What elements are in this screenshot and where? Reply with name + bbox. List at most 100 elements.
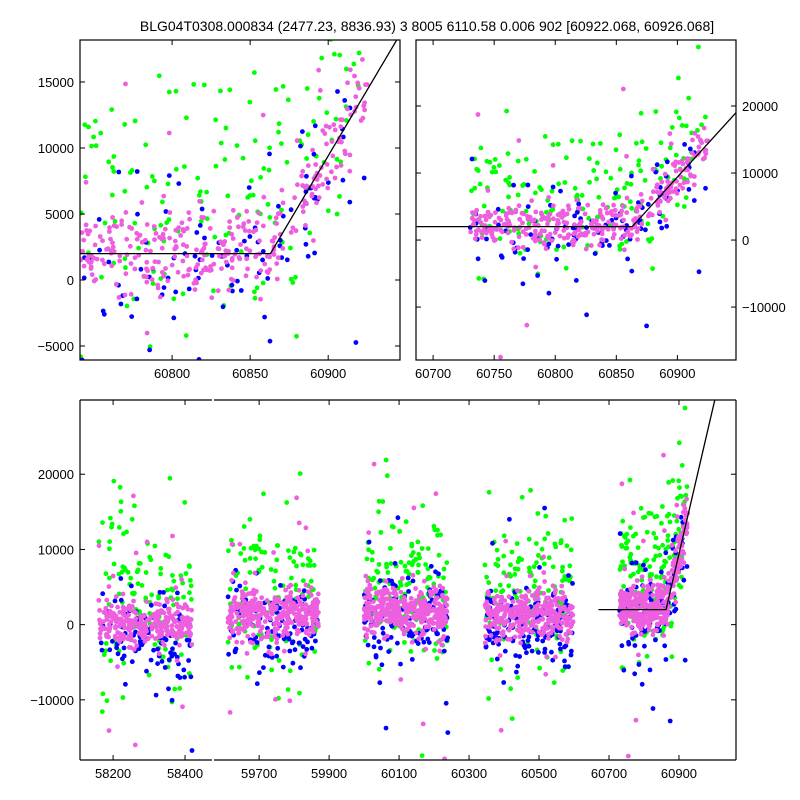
point-violet xyxy=(120,636,126,642)
point-violet xyxy=(606,219,612,225)
point-green xyxy=(416,562,421,568)
point-green xyxy=(242,557,248,563)
point-violet xyxy=(553,587,558,593)
point-green xyxy=(484,158,490,164)
point-green xyxy=(508,562,513,568)
point-violet xyxy=(169,623,175,629)
point-blue xyxy=(377,578,383,584)
point-violet xyxy=(279,187,285,193)
point-blue xyxy=(280,664,286,670)
point-violet xyxy=(162,226,168,232)
point-green xyxy=(637,563,642,568)
point-blue xyxy=(534,637,540,642)
point-violet xyxy=(675,537,681,542)
point-green xyxy=(415,539,421,545)
point-violet xyxy=(672,557,677,562)
point-violet xyxy=(523,226,529,232)
point-green xyxy=(384,564,389,570)
point-violet xyxy=(387,619,393,625)
point-green xyxy=(376,509,381,515)
point-green xyxy=(261,491,266,497)
point-green xyxy=(135,567,141,573)
point-blue xyxy=(287,447,292,452)
point-violet xyxy=(654,592,660,598)
point-green xyxy=(305,132,311,138)
point-violet xyxy=(536,618,541,624)
point-violet xyxy=(236,224,241,230)
point-green xyxy=(165,587,170,593)
point-violet xyxy=(227,635,233,641)
point-green xyxy=(472,185,478,191)
point-violet xyxy=(172,238,178,244)
point-blue xyxy=(305,253,311,259)
point-green xyxy=(409,553,414,558)
point-violet xyxy=(120,591,126,597)
point-blue xyxy=(525,247,531,253)
point-violet xyxy=(401,631,407,637)
point-violet xyxy=(546,636,551,641)
point-violet xyxy=(159,245,165,251)
point-green xyxy=(108,24,113,29)
point-violet xyxy=(97,234,103,239)
point-violet xyxy=(661,633,667,638)
point-green xyxy=(259,549,264,555)
point-green xyxy=(180,291,186,297)
point-violet xyxy=(305,589,311,595)
point-violet xyxy=(564,618,570,623)
point-violet xyxy=(189,642,195,647)
point-violet xyxy=(663,618,668,623)
point-blue xyxy=(161,590,166,595)
point-violet xyxy=(222,239,228,244)
point-violet xyxy=(566,206,572,212)
point-violet xyxy=(619,481,625,487)
point-violet xyxy=(130,624,136,630)
point-violet xyxy=(257,238,262,244)
point-violet xyxy=(117,258,123,264)
point-green xyxy=(683,195,689,201)
point-green xyxy=(378,530,384,535)
point-violet xyxy=(100,257,105,263)
point-violet xyxy=(310,147,315,153)
point-violet xyxy=(543,671,549,677)
point-violet xyxy=(332,175,338,181)
point-violet xyxy=(556,614,562,620)
point-green xyxy=(532,169,537,174)
point-green xyxy=(325,208,331,214)
point-violet xyxy=(362,595,368,601)
point-violet xyxy=(503,603,509,608)
point-violet xyxy=(550,216,556,222)
point-violet xyxy=(665,590,670,595)
point-violet xyxy=(571,222,577,228)
point-violet xyxy=(600,237,606,243)
point-green xyxy=(678,584,684,590)
point-violet xyxy=(433,491,439,497)
point-green xyxy=(149,592,155,598)
point-blue xyxy=(188,674,194,680)
point-violet xyxy=(305,548,311,554)
point-green xyxy=(293,582,299,588)
point-violet xyxy=(195,262,201,267)
point-blue xyxy=(312,250,317,256)
point-violet xyxy=(637,203,643,209)
point-violet xyxy=(542,579,547,584)
point-violet xyxy=(117,639,122,644)
point-blue xyxy=(234,587,239,593)
point-blue xyxy=(303,241,309,247)
point-violet xyxy=(552,230,558,235)
point-green xyxy=(312,649,318,654)
point-violet xyxy=(413,630,419,636)
point-violet xyxy=(438,604,444,610)
point-violet xyxy=(117,609,123,615)
point-violet xyxy=(620,86,626,92)
point-green xyxy=(166,89,172,95)
point-violet xyxy=(170,633,176,638)
point-blue xyxy=(546,241,552,247)
point-green xyxy=(238,551,244,556)
point-green xyxy=(247,193,253,199)
point-violet xyxy=(617,591,623,597)
point-violet xyxy=(565,636,571,642)
point-green xyxy=(647,564,653,569)
point-violet xyxy=(520,244,526,250)
point-green xyxy=(535,511,541,516)
